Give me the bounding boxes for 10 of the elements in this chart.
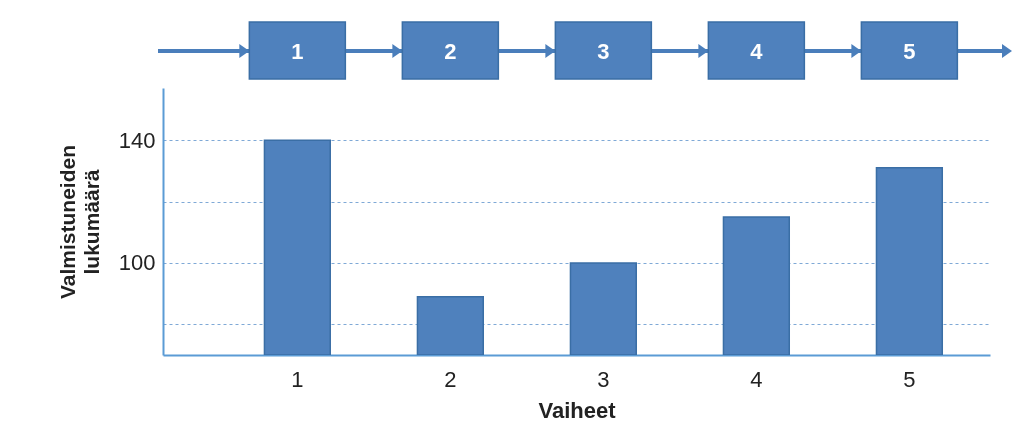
y-axis-title: Valmistuneiden lukumäärä (55, 144, 103, 300)
x-tick-label: 3 (597, 366, 610, 392)
process-diagram: 1 2 3 4 5 (0, 0, 1012, 90)
x-tick-label: 2 (444, 366, 457, 392)
y-tick-label: 100 (118, 250, 156, 276)
x-tick-label: 5 (903, 366, 916, 392)
x-tick-label: 4 (750, 366, 763, 392)
x-tick-label: 1 (291, 366, 304, 392)
x-axis-title: Vaiheet (538, 397, 617, 423)
y-tick-label: 140 (118, 127, 156, 153)
